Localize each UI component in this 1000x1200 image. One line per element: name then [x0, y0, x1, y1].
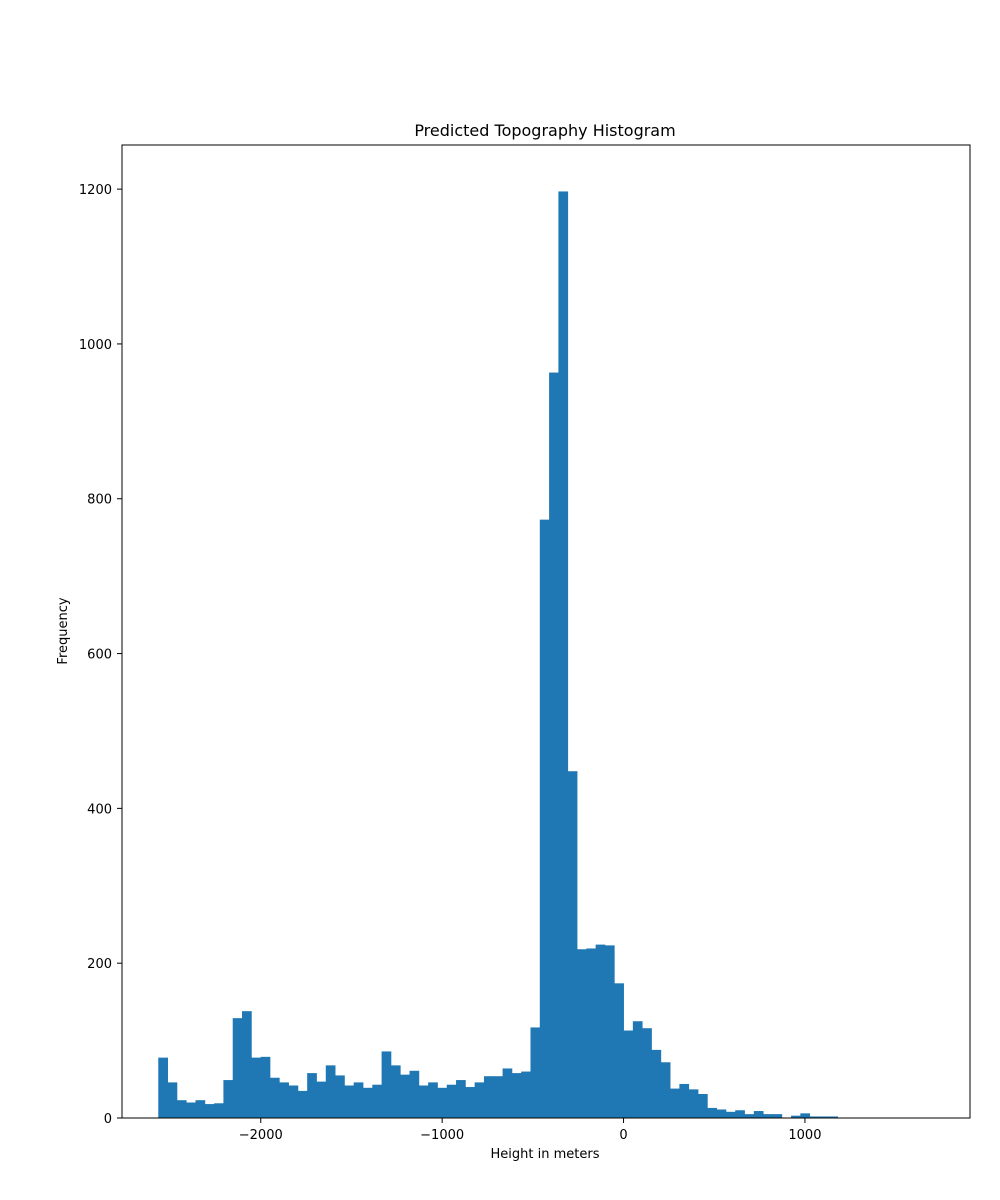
histogram-bar — [316, 1081, 327, 1118]
histogram-bar — [307, 1073, 317, 1118]
histogram-bar — [297, 1090, 308, 1118]
histogram-bar — [251, 1057, 262, 1118]
histogram-bar — [604, 945, 615, 1118]
histogram-bar — [409, 1070, 420, 1118]
histogram-bar — [744, 1114, 755, 1118]
histogram-bar — [428, 1082, 438, 1118]
histogram-bar — [688, 1089, 699, 1118]
histogram-bar — [725, 1111, 736, 1118]
histogram-bar — [158, 1057, 168, 1118]
histogram-bar — [279, 1082, 289, 1118]
histogram-bar — [539, 519, 550, 1118]
histogram-bar — [502, 1068, 513, 1118]
histogram-bar — [614, 983, 624, 1118]
plot-frame — [121, 144, 971, 1119]
histogram-bar — [223, 1080, 234, 1118]
x-tick-label: −2000 — [239, 1128, 283, 1143]
histogram-bar — [586, 948, 597, 1118]
histogram-bar — [530, 1027, 541, 1118]
histogram-bar — [818, 1116, 829, 1118]
histogram-bar — [493, 1076, 503, 1118]
histogram-bar — [465, 1087, 476, 1118]
histogram-bar — [400, 1074, 410, 1118]
histogram-bar — [716, 1109, 727, 1118]
histogram-bar — [549, 372, 559, 1118]
y-tick-label: 0 — [104, 1112, 112, 1127]
histogram-bar — [521, 1071, 531, 1118]
histogram-bar — [269, 1077, 280, 1118]
histogram-bar — [353, 1082, 364, 1118]
y-tick-label: 1200 — [79, 183, 112, 198]
histogram-bar — [660, 1062, 671, 1118]
y-tick-label: 600 — [87, 648, 112, 663]
histogram-bar — [558, 191, 569, 1118]
histogram-bar — [670, 1088, 680, 1118]
histogram-bar — [335, 1075, 345, 1118]
histogram-bar — [195, 1100, 206, 1118]
x-axis: −2000 −1000 0 1000 — [239, 1118, 821, 1143]
histogram-bar — [707, 1107, 717, 1118]
histogram-bar — [186, 1102, 196, 1118]
histogram-bar — [772, 1114, 783, 1118]
histogram-bar — [167, 1082, 178, 1118]
x-tick-label: 1000 — [788, 1128, 821, 1143]
histogram-bar — [214, 1103, 224, 1118]
histogram-bar — [456, 1080, 466, 1118]
histogram-bar — [623, 1030, 634, 1118]
y-tick-label: 400 — [87, 802, 112, 817]
histogram-bar — [763, 1114, 773, 1118]
histogram-bar — [325, 1065, 336, 1118]
histogram-bar — [418, 1085, 429, 1118]
histogram-bar — [632, 1021, 643, 1118]
histogram-bar — [390, 1065, 401, 1118]
histogram-bar — [242, 1011, 252, 1118]
histogram-bar — [176, 1100, 187, 1118]
histogram-bar — [260, 1056, 271, 1118]
histogram-bar — [697, 1094, 708, 1118]
histogram-bar — [288, 1085, 299, 1118]
histogram-bar — [595, 944, 606, 1118]
y-tick-label: 200 — [87, 957, 112, 972]
y-tick-label: 1000 — [79, 338, 112, 353]
histogram-bar — [809, 1116, 820, 1118]
histogram-bar — [577, 949, 587, 1118]
histogram-bar — [679, 1083, 690, 1118]
y-axis-label: Frequency — [56, 597, 71, 664]
histogram-bar — [344, 1085, 355, 1118]
histogram-bars — [158, 191, 838, 1118]
histogram-bar — [437, 1087, 448, 1118]
histogram-bar — [753, 1111, 764, 1118]
x-tick-label: 0 — [619, 1128, 627, 1143]
histogram-bar — [381, 1051, 392, 1118]
x-tick-label: −1000 — [420, 1128, 464, 1143]
histogram-bar — [474, 1082, 485, 1118]
histogram-bar — [232, 1018, 243, 1118]
histogram-bar — [204, 1104, 215, 1118]
histogram-bar — [828, 1116, 838, 1118]
histogram-bar — [800, 1113, 811, 1118]
histogram-bar — [362, 1087, 373, 1118]
histogram-bar — [791, 1115, 801, 1118]
y-axis: 0 200 400 600 800 1000 1200 — [79, 183, 122, 1127]
histogram-bar — [372, 1084, 383, 1118]
histogram-bar — [511, 1073, 522, 1118]
histogram-bar — [446, 1084, 457, 1118]
histogram-bar — [567, 771, 578, 1118]
x-axis-label: Height in meters — [491, 1147, 600, 1162]
chart-title: Predicted Topography Histogram — [414, 121, 675, 140]
y-tick-label: 800 — [87, 493, 112, 508]
histogram-bar — [483, 1076, 494, 1118]
histogram-bar — [642, 1028, 652, 1118]
histogram-bar — [735, 1110, 745, 1118]
histogram-bar — [651, 1049, 662, 1118]
